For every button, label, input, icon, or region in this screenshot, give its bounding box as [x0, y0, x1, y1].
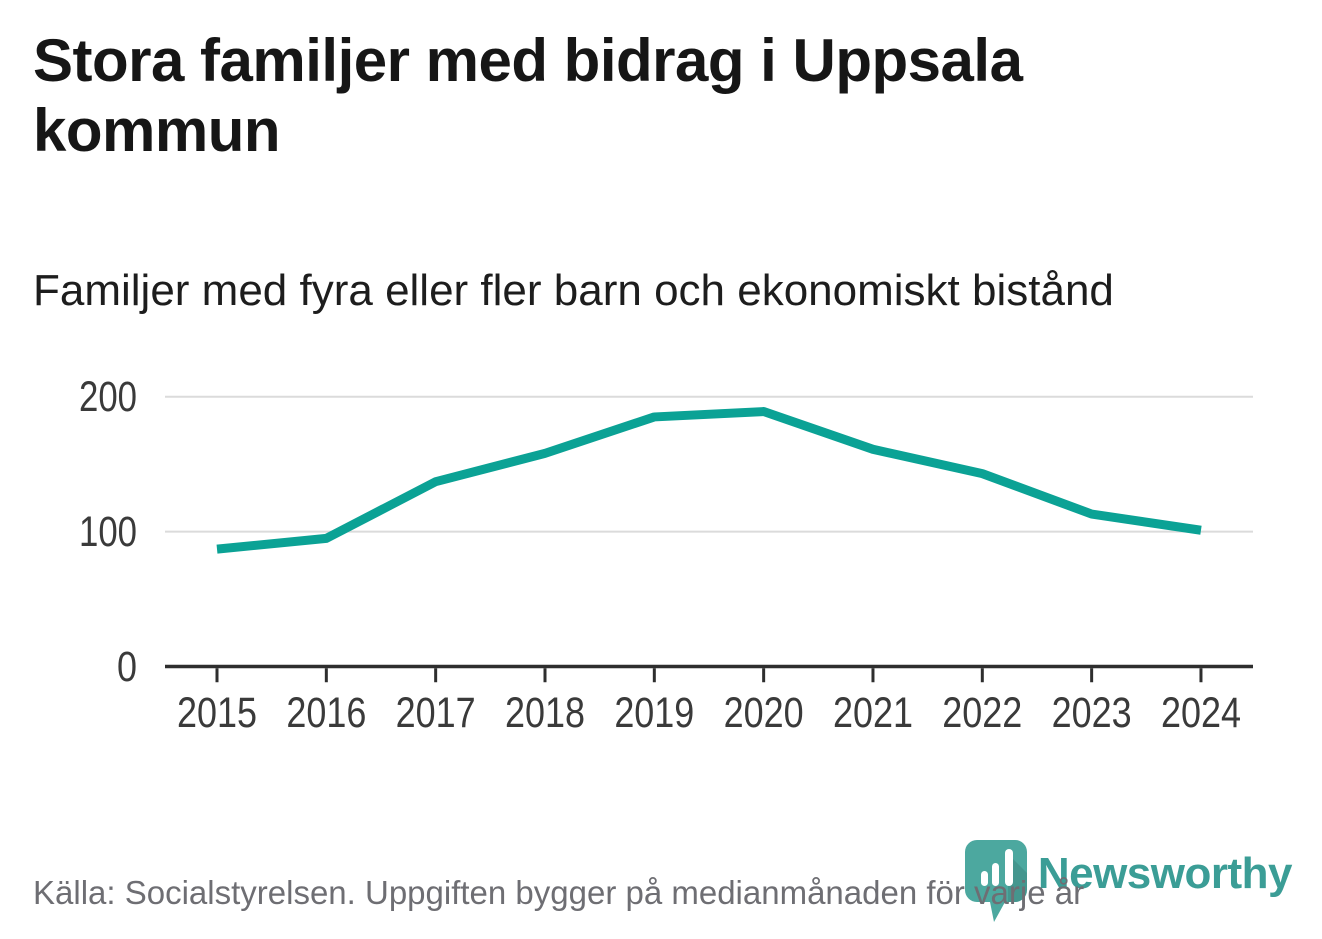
y-tick-label: 200: [79, 373, 137, 421]
x-tick-label: 2021: [833, 689, 913, 737]
x-tick-label: 2018: [505, 689, 585, 737]
x-tick-label: 2017: [396, 689, 476, 737]
bar-small: [980, 871, 988, 886]
chart-subtitle: Familjer med fyra eller fler barn och ek…: [33, 266, 1114, 315]
x-tick-label: 2024: [1161, 689, 1241, 737]
series-line: [216, 407, 1202, 554]
brand-name: Newsworthy: [1037, 849, 1293, 898]
newsworthy-logo: Newsworthy: [964, 840, 1293, 924]
y-tick-label: 0: [117, 643, 137, 691]
x-tick-label: 2015: [177, 689, 257, 737]
source-note: Källa: Socialstyrelsen. Uppgiften bygger…: [33, 874, 1085, 911]
line-chart: 0 100 200 2015 2016 2017 2018 2019 2020 2021 2022 2…: [0, 360, 1322, 780]
x-tick-label: 2019: [614, 689, 694, 737]
chart-title: Stora familjer med bidrag i Uppsala komm…: [33, 27, 1023, 165]
bar-tall: [1004, 849, 1013, 886]
bar-medium: [991, 863, 999, 886]
x-tick-label: 2022: [942, 689, 1022, 737]
newsworthy-bubble-chart-icon: [964, 840, 1027, 922]
x-tick-label: 2020: [724, 689, 804, 737]
x-tick-label: 2023: [1052, 689, 1132, 737]
x-tick-label: 2016: [286, 689, 366, 737]
line-chart-svg: 0 100 200 2015 2016 2017 2018 2019 2020 2021 2022 2…: [79, 373, 1253, 737]
y-tick-label: 100: [79, 508, 137, 556]
